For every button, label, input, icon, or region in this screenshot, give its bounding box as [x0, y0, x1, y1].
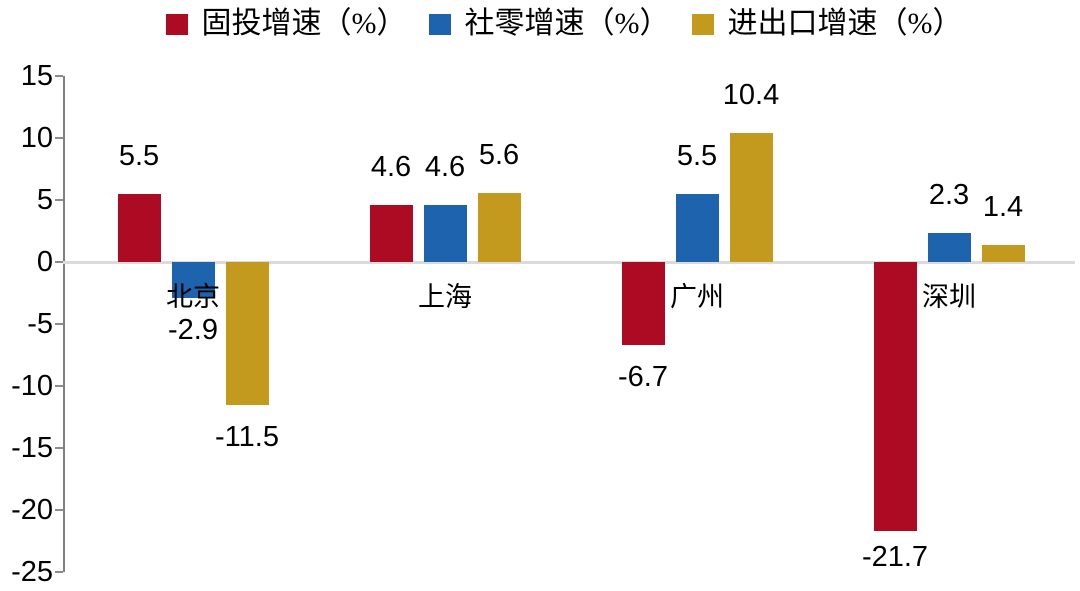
y-axis-tick-label: -5 [27, 308, 53, 340]
y-axis-tick [55, 261, 63, 263]
y-axis-tick [55, 509, 63, 511]
bar-深圳-series-0 [873, 262, 917, 532]
y-axis-tick [55, 137, 63, 139]
y-axis-tick [55, 571, 63, 573]
zero-gridline [63, 261, 1075, 264]
legend-item-series-2: 进出口增速（%） [691, 6, 963, 42]
y-axis-tick [55, 447, 63, 449]
legend-item-series-1: 社零增速（%） [428, 6, 670, 42]
value-label: -11.5 [215, 420, 279, 453]
y-axis-tick [55, 385, 63, 387]
bar-上海-series-0 [369, 204, 413, 262]
bar-广州-series-0 [621, 262, 665, 346]
category-label-3: 深圳 [922, 282, 976, 312]
category-label-1: 上海 [418, 282, 472, 312]
legend-item-series-0: 固投增速（%） [165, 6, 407, 42]
value-label: 5.5 [118, 139, 160, 172]
value-label: 10.4 [722, 79, 780, 112]
legend-label: 进出口增速（%） [727, 7, 963, 40]
bar-上海-series-2 [477, 192, 521, 262]
value-label: 5.6 [478, 138, 520, 171]
bar-北京-series-2 [225, 262, 269, 405]
y-axis-tick-label: -15 [11, 432, 53, 464]
category-label-2: 广州 [670, 282, 724, 312]
category-label-0: 北京 [166, 282, 220, 312]
value-label: -21.7 [861, 541, 929, 573]
bar-北京-series-0 [117, 193, 161, 262]
legend-label: 社零增速（%） [464, 7, 670, 40]
value-label: 4.6 [424, 150, 466, 183]
y-axis-tick-label: 5 [36, 184, 53, 216]
value-label: 2.3 [928, 179, 970, 212]
bar-广州-series-2 [729, 133, 773, 262]
legend-swatch-icon [691, 13, 714, 35]
bar-上海-series-1 [423, 204, 467, 262]
bar-深圳-series-2 [981, 244, 1025, 262]
y-axis-tick-label: 15 [20, 60, 53, 92]
value-label: 4.6 [370, 150, 412, 183]
legend-swatch-icon [428, 13, 451, 35]
y-axis-tick [55, 199, 63, 201]
y-axis-tick-label: 0 [36, 246, 53, 278]
y-axis-tick-label: 10 [20, 122, 53, 154]
y-axis-tick-label: -20 [11, 494, 53, 526]
y-axis-tick-label: -25 [11, 556, 53, 588]
bar-北京-series-1 [171, 262, 215, 298]
legend-swatch-icon [165, 13, 188, 35]
value-label: -6.7 [618, 361, 668, 394]
bar-深圳-series-1 [927, 233, 971, 262]
y-axis-tick [55, 75, 63, 77]
y-axis-tick-label: -10 [11, 370, 53, 402]
y-axis-line [63, 76, 65, 572]
bar-广州-series-1 [675, 193, 719, 262]
value-label: -2.9 [168, 313, 218, 346]
legend: 固投增速（%） 社零增速（%） 进出口增速（%） [24, 6, 1080, 42]
legend-label: 固投增速（%） [201, 7, 407, 40]
y-axis-tick [55, 323, 63, 325]
value-label: 1.4 [982, 190, 1024, 223]
value-label: 5.5 [676, 139, 718, 172]
